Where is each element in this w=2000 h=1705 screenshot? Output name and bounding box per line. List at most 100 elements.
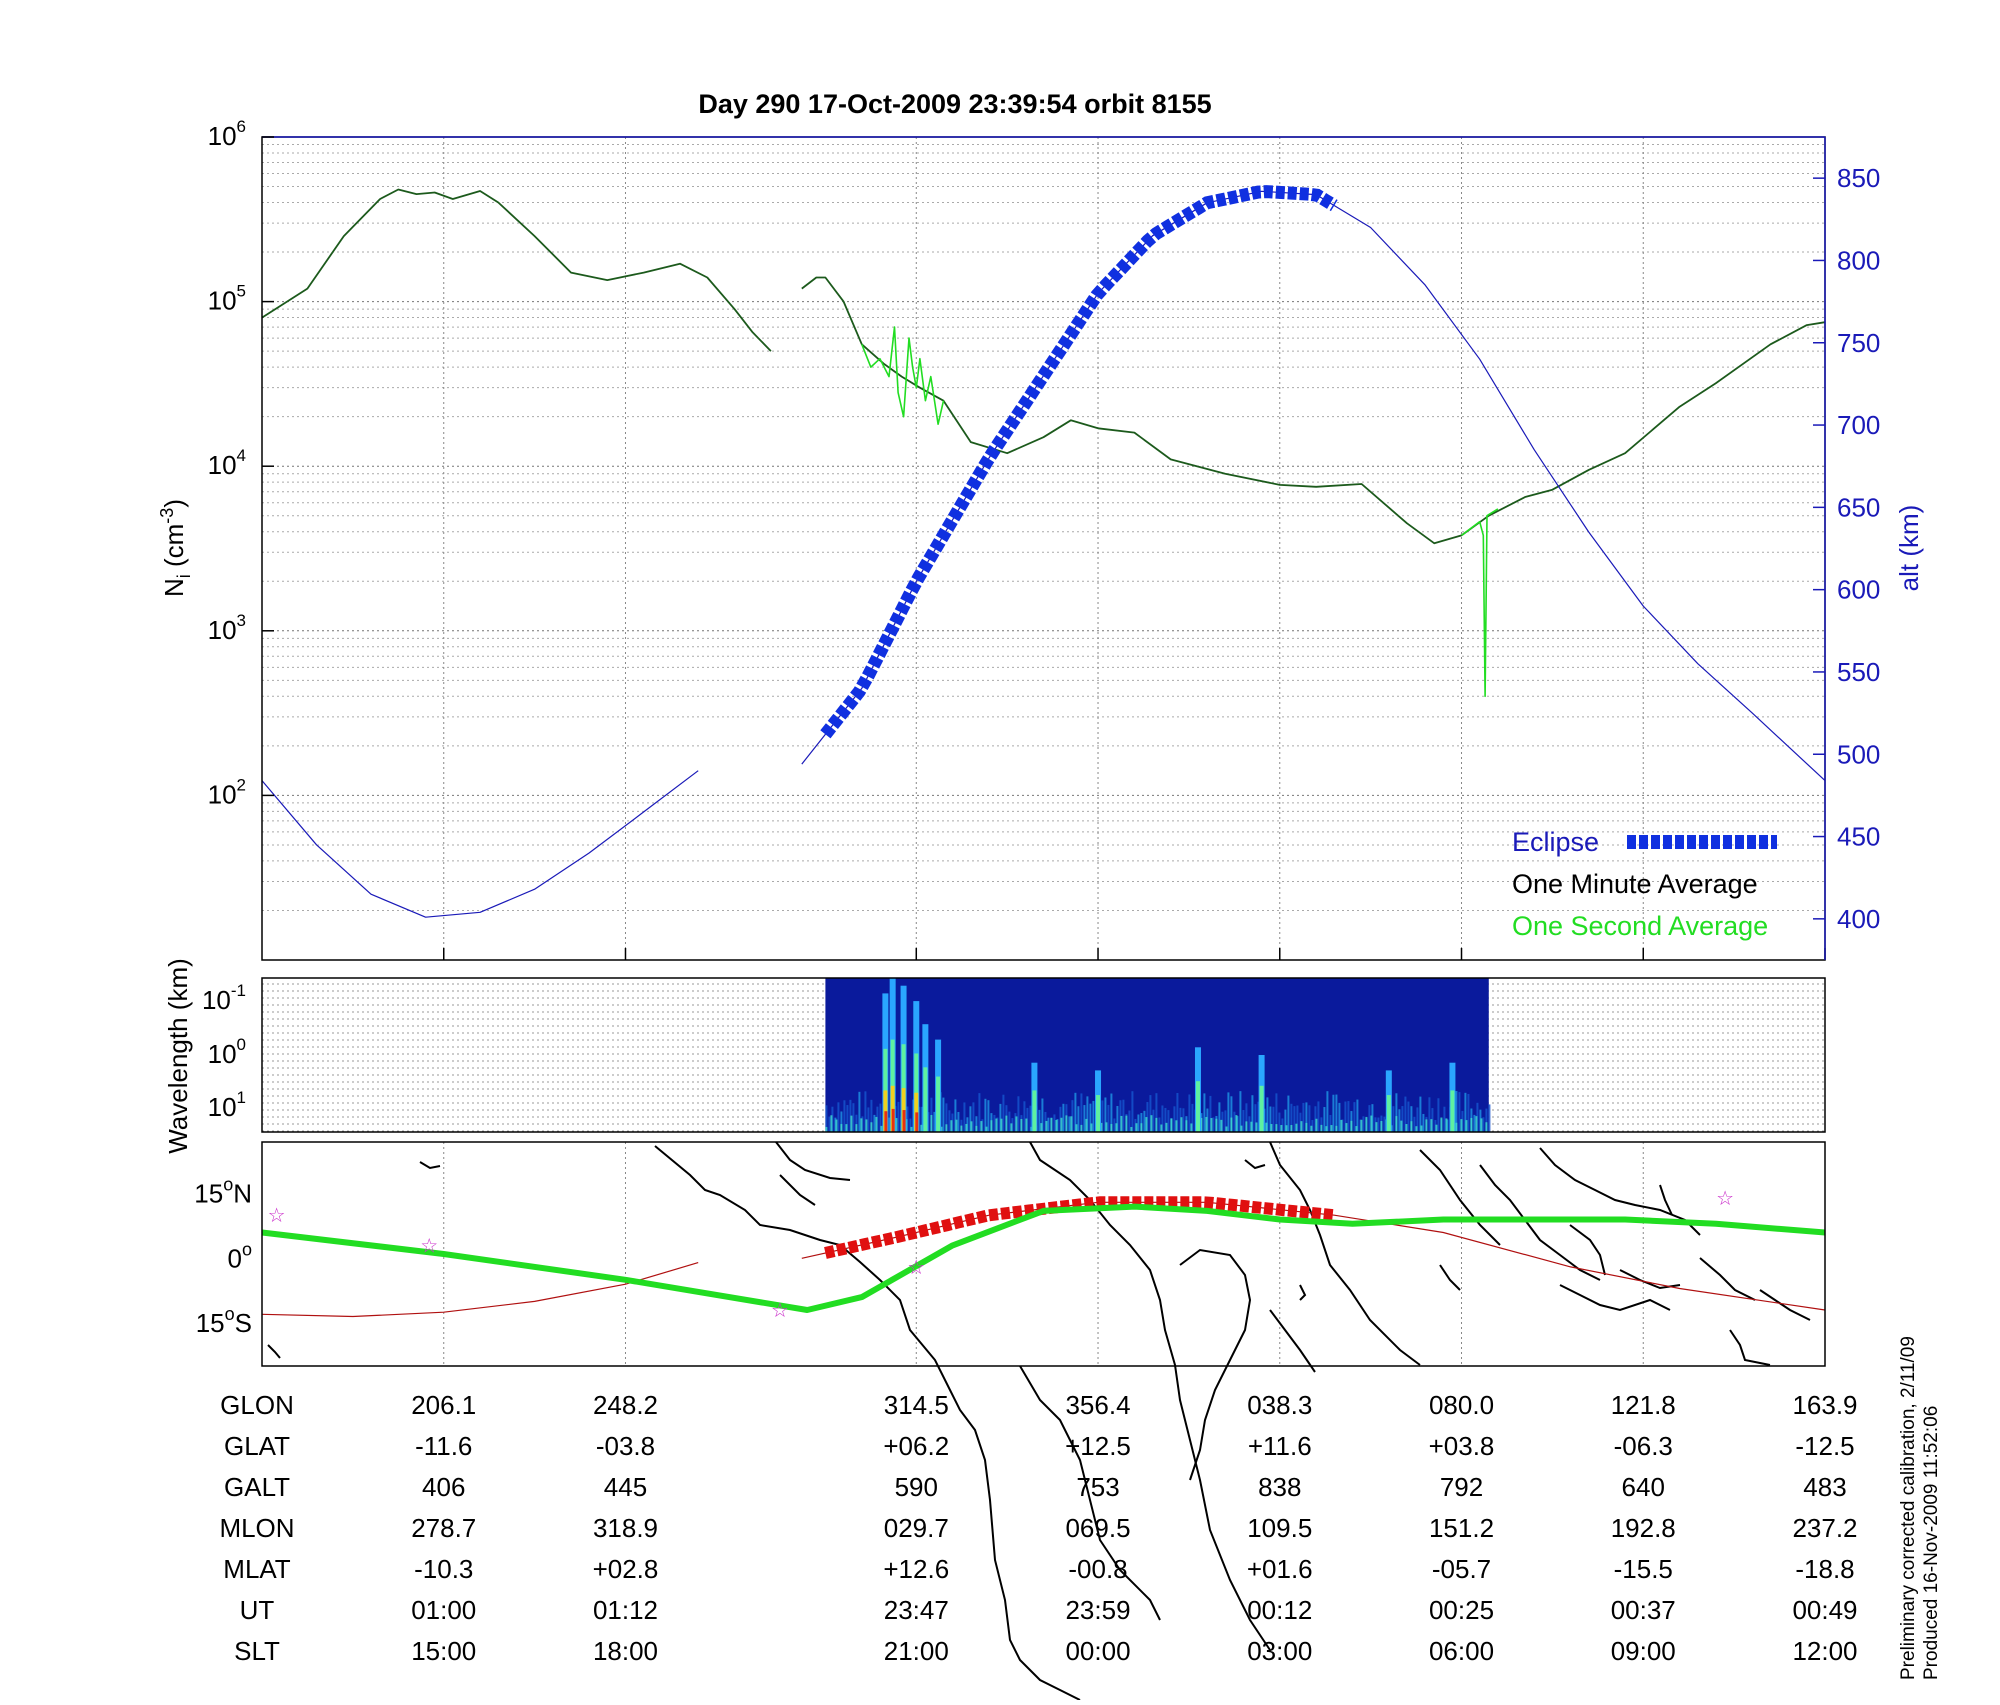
spectrogram-column [1437, 1098, 1440, 1132]
table-cell: 15:00 [411, 1636, 476, 1666]
spectrogram-column [1245, 1103, 1248, 1132]
table-cell: 038.3 [1247, 1390, 1312, 1420]
spectrogram-column [865, 1119, 868, 1132]
altitude-y-tick-label: 500 [1837, 739, 1880, 769]
spectrogram-column [1325, 1126, 1328, 1132]
spectrogram-column [858, 1091, 861, 1132]
table-cell: 09:00 [1611, 1636, 1676, 1666]
spectrogram-column [1240, 1125, 1243, 1132]
table-cell: -06.3 [1614, 1431, 1673, 1461]
spectrogram-column [1248, 1116, 1251, 1132]
table-cell: -00.8 [1068, 1554, 1127, 1584]
spectrogram-column [845, 1124, 848, 1132]
spectrogram-column [1075, 1124, 1078, 1132]
spectrogram-column [1377, 1117, 1380, 1132]
spectrogram-column [1110, 1093, 1113, 1132]
spectrogram-column [835, 1119, 838, 1132]
spectrogram-column [1404, 1096, 1407, 1132]
spectrogram-column [1317, 1101, 1320, 1132]
spectrogram-column [1275, 1124, 1278, 1132]
table-cell: 838 [1258, 1472, 1301, 1502]
spectrogram-column [1047, 1117, 1050, 1132]
table-cell: 356.4 [1065, 1390, 1130, 1420]
spectrogram-column [870, 1099, 873, 1132]
spectrogram-column [1135, 1123, 1138, 1132]
table-cell: 01:00 [411, 1595, 476, 1625]
spectrogram-column [870, 1122, 873, 1132]
altitude-y-tick-label: 800 [1837, 245, 1880, 275]
spectrogram-column [1089, 1103, 1092, 1132]
spectrogram-column [1055, 1120, 1058, 1132]
spectrogram-column [1347, 1101, 1350, 1132]
spectrogram-column [1030, 1126, 1033, 1132]
spectrogram-column [930, 1115, 933, 1132]
table-cell: +01.6 [1247, 1554, 1313, 1584]
spectrogram-column [1017, 1096, 1020, 1132]
spectrogram-column [1090, 1123, 1093, 1132]
ephemeris-table: GLON 206.1 248.2 314.5 356.4 038.3 080.0 121.8 1… [219, 1390, 1857, 1666]
table-cell: 192.8 [1611, 1513, 1676, 1543]
spectrogram-column [1071, 1100, 1074, 1132]
legend-one-second-label: One Second Average [1512, 911, 1768, 941]
table-cell: 121.8 [1611, 1390, 1676, 1420]
spectrogram-column [1338, 1102, 1341, 1132]
spectrogram-column [1015, 1116, 1018, 1132]
table-cell: 00:00 [1065, 1636, 1130, 1666]
spectrogram-column [1074, 1092, 1077, 1132]
spectrogram-column [864, 1091, 867, 1132]
spectrogram-column [1155, 1117, 1158, 1132]
table-cell: 069.5 [1065, 1513, 1130, 1543]
spectrogram-column [957, 1111, 960, 1132]
spectrogram-column [850, 1115, 853, 1132]
spectrogram-column [1415, 1126, 1418, 1132]
table-cell: 080.0 [1429, 1390, 1494, 1420]
spectrogram-column [1345, 1123, 1348, 1132]
spectrogram-column [1470, 1117, 1473, 1132]
table-cell: 12:00 [1792, 1636, 1857, 1666]
spectrogram-column [1315, 1118, 1318, 1132]
spectrogram-column [1419, 1096, 1422, 1132]
spectrogram-column [1023, 1101, 1026, 1132]
spectrogram-column [1005, 1115, 1008, 1132]
spectrogram-column [1210, 1118, 1213, 1132]
spectrogram-column [1209, 1095, 1212, 1132]
spectrogram-column [1455, 1091, 1458, 1132]
spectrogram-column [1104, 1097, 1107, 1132]
chart-title: Day 290 17-Oct-2009 23:39:54 orbit 8155 [698, 89, 1211, 119]
spectrogram-hot-column [884, 1111, 888, 1132]
spectrogram-column [960, 1125, 963, 1132]
spectrogram-column [1041, 1098, 1044, 1132]
spectrogram-column [955, 1119, 958, 1132]
spectrogram-column [1320, 1117, 1323, 1132]
spectrogram-column [1050, 1117, 1053, 1132]
spectrogram-column [1125, 1115, 1128, 1132]
spectrogram-column [888, 1117, 891, 1132]
density-y-tick-label: 105 [208, 282, 246, 316]
spectrogram-column [1203, 1093, 1206, 1132]
spectrogram-column [875, 1116, 878, 1132]
wavelength-frame [261, 977, 1826, 1133]
spectrogram-column [1155, 1093, 1158, 1132]
spectrogram-column [1235, 1115, 1238, 1132]
altitude-y-tick-label: 700 [1837, 410, 1880, 440]
density-series [261, 185, 1826, 918]
spectrogram-column [1254, 1104, 1257, 1132]
spectrogram-column [1250, 1121, 1253, 1132]
spectrogram-column [1344, 1101, 1347, 1132]
table-cell: -15.5 [1614, 1554, 1673, 1584]
spectrogram-column [1025, 1118, 1028, 1132]
spectrogram-column [1008, 1111, 1011, 1132]
table-cell: 278.7 [411, 1513, 476, 1543]
spectrogram-column [1029, 1105, 1032, 1132]
altitude-y-tick-label: 550 [1837, 657, 1880, 687]
spectrogram-column [1188, 1094, 1191, 1132]
spectrogram-column [825, 1105, 828, 1132]
spectrogram-column [1413, 1116, 1416, 1132]
spectrogram-column [1070, 1116, 1073, 1132]
spectrogram-column [985, 1126, 988, 1132]
spectrogram-column [852, 1103, 855, 1132]
density-y-ticks: 102 103 104 105 106 [208, 117, 274, 809]
table-row-label: MLON [219, 1513, 294, 1543]
spectrogram-column [1085, 1118, 1088, 1132]
spectrogram-column [1130, 1126, 1133, 1132]
